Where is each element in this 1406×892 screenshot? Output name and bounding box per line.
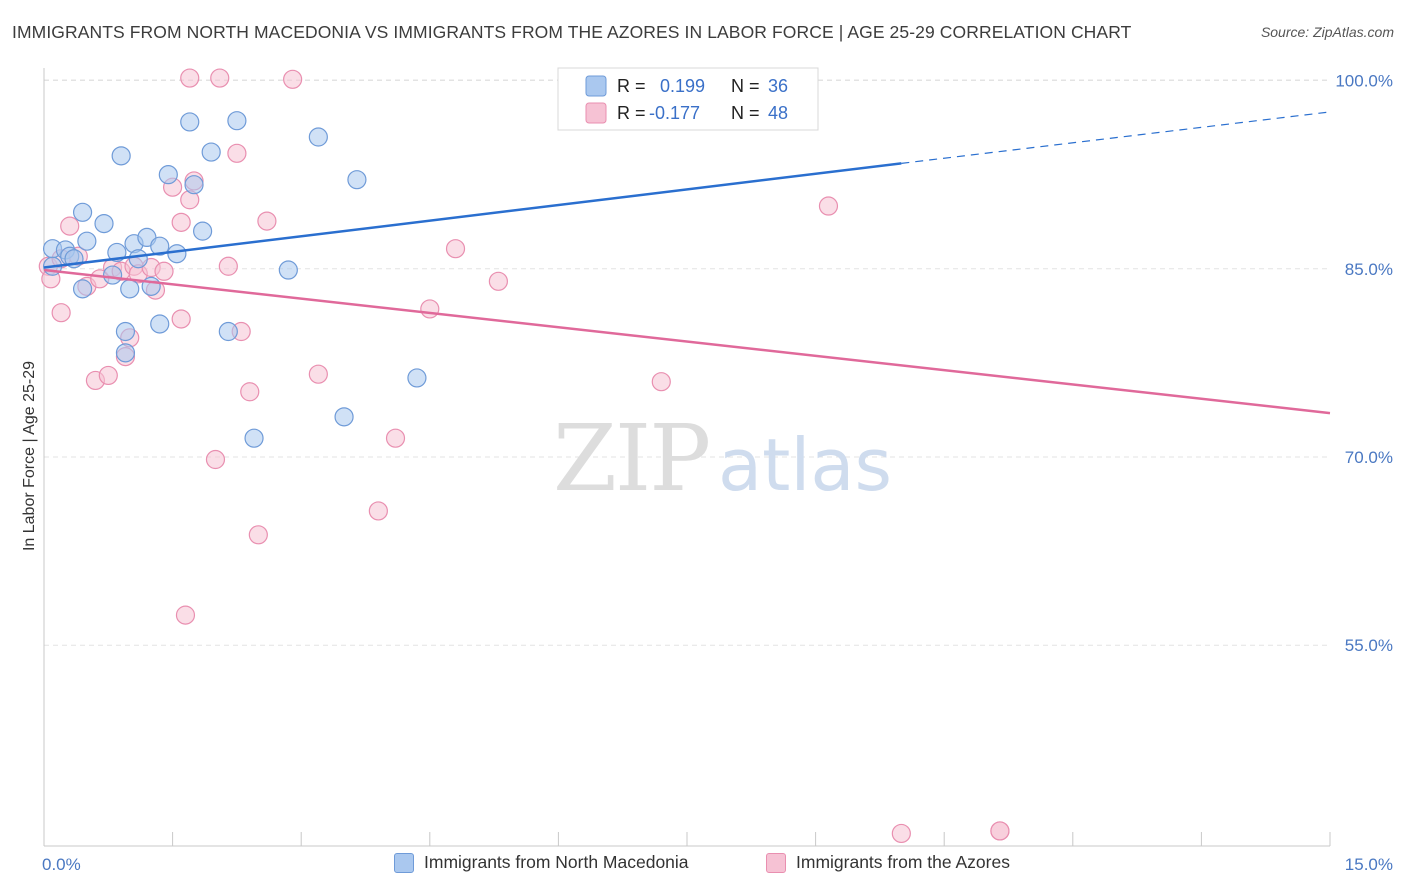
north-macedonia-point-7: [77, 231, 97, 251]
north-macedonia-point-34: [407, 368, 427, 388]
y-axis-title: In Labor Force | Age 25-29: [21, 361, 38, 551]
north-macedonia-point-32: [334, 407, 354, 427]
azores-point-9: [98, 365, 118, 386]
legend-n-label-pink: N =: [731, 103, 760, 123]
x-tick-label-max: 15.0%: [1345, 855, 1393, 874]
north-macedonia-point-23: [180, 112, 200, 132]
legend-r-value-blue: 0.199: [660, 76, 705, 96]
legend-swatch-azores: [766, 852, 786, 873]
watermark-atlas: atlas: [718, 423, 892, 507]
azores-point-39: [445, 239, 466, 259]
azores-point-31: [240, 382, 260, 402]
north-macedonia-point-26: [201, 142, 221, 162]
azores-point-40: [488, 271, 508, 291]
north-macedonia-point-8: [94, 214, 114, 234]
azores-point-25: [180, 68, 200, 88]
north-macedonia-point-30: [278, 260, 298, 280]
y-tick-label-100: 100.0%: [1335, 72, 1393, 91]
legend-r-label-pink: R =: [617, 103, 646, 123]
north-macedonia-point-22: [167, 244, 187, 264]
north-macedonia-point-20: [150, 314, 170, 334]
azores-point-36: [368, 501, 388, 521]
north-macedonia-point-24: [184, 175, 204, 195]
north-macedonia-point-14: [120, 279, 140, 299]
azores-point-21: [171, 309, 191, 329]
azores-point-29: [227, 143, 247, 163]
watermark: ZIP atlas: [553, 405, 892, 512]
legend-swatch-north-macedonia: [394, 852, 414, 873]
azores-point-35: [308, 364, 328, 384]
azores-point-44: [818, 196, 839, 216]
legend-item-north-macedonia[interactable]: Immigrants from North Macedonia: [394, 852, 689, 873]
gridlines: [44, 79, 1330, 646]
north-macedonia-point-21: [158, 165, 178, 185]
azores-point-45: [891, 823, 911, 844]
azores-point-24: [175, 605, 196, 625]
legend-swatch-pink: [585, 102, 607, 124]
azores-point-41: [651, 372, 671, 392]
source-label: Source: ZipAtlas.com: [1260, 24, 1394, 40]
stats-legend: R = 0.199 N = 36 R = -0.177 N = 48: [557, 67, 819, 131]
azores-point-20: [171, 212, 191, 232]
legend-n-value-pink: 48: [768, 103, 788, 123]
legend-label-north-macedonia: Immigrants from North Macedonia: [424, 852, 689, 872]
north-macedonia-point-27: [218, 321, 238, 342]
azores-point-32: [248, 525, 268, 545]
azores-point-37: [385, 428, 406, 448]
azores-point-34: [283, 69, 303, 89]
legend-n-value-blue: 36: [768, 76, 788, 96]
azores-point-4: [60, 216, 80, 236]
trend-lines: [43, 111, 1331, 415]
chart-title: IMMIGRANTS FROM NORTH MACEDONIA VS IMMIG…: [12, 22, 1132, 42]
azores-point-47: [990, 821, 1010, 841]
north-macedonia-point-13: [115, 343, 136, 363]
north-macedonia-point-16: [128, 249, 148, 269]
azores-point-26: [210, 68, 230, 88]
y-tick-label-85: 85.0%: [1345, 260, 1393, 279]
north-macedonia-point-28: [227, 111, 247, 131]
trend-line-north-macedonia-extension: [901, 111, 1331, 164]
y-tick-labels: 55.0% 70.0% 85.0% 100.0%: [1335, 72, 1393, 656]
north-macedonia-point-19: [150, 236, 170, 256]
north-macedonia-point-25: [193, 221, 213, 241]
legend-n-label-blue: N =: [731, 76, 760, 96]
azores-point-38: [420, 299, 440, 319]
series-legend: Immigrants from North Macedonia Immigran…: [0, 852, 1406, 878]
north-macedonia-point-5: [72, 279, 93, 299]
x-tick-label-min: 0.0%: [42, 855, 81, 874]
azores-point-33: [257, 211, 277, 231]
watermark-zip: ZIP: [553, 405, 709, 512]
azores-point-27: [205, 449, 226, 470]
azores-point-18: [154, 261, 174, 281]
series-north-macedonia-points: [42, 83, 744, 448]
north-macedonia-point-33: [347, 170, 367, 190]
x-ticks: [43, 832, 1331, 846]
trend-line-azores: [43, 268, 1331, 415]
north-macedonia-point-12: [115, 321, 136, 342]
y-tick-label-55: 55.0%: [1345, 636, 1393, 655]
legend-r-label-blue: R =: [617, 76, 646, 96]
trend-line-north-macedonia: [43, 162, 902, 269]
north-macedonia-point-6: [72, 202, 93, 222]
legend-item-azores[interactable]: Immigrants from the Azores: [766, 852, 1010, 873]
legend-label-azores: Immigrants from the Azores: [796, 852, 1010, 872]
azores-point-2: [51, 303, 71, 323]
azores-point-28: [218, 256, 238, 276]
y-tick-label-70: 70.0%: [1345, 448, 1393, 467]
legend-swatch-blue: [585, 75, 607, 97]
legend-r-value-pink: -0.177: [649, 103, 700, 123]
north-macedonia-point-29: [244, 428, 264, 448]
north-macedonia-point-9: [102, 265, 123, 285]
north-macedonia-point-31: [308, 127, 328, 147]
north-macedonia-point-11: [111, 146, 131, 166]
